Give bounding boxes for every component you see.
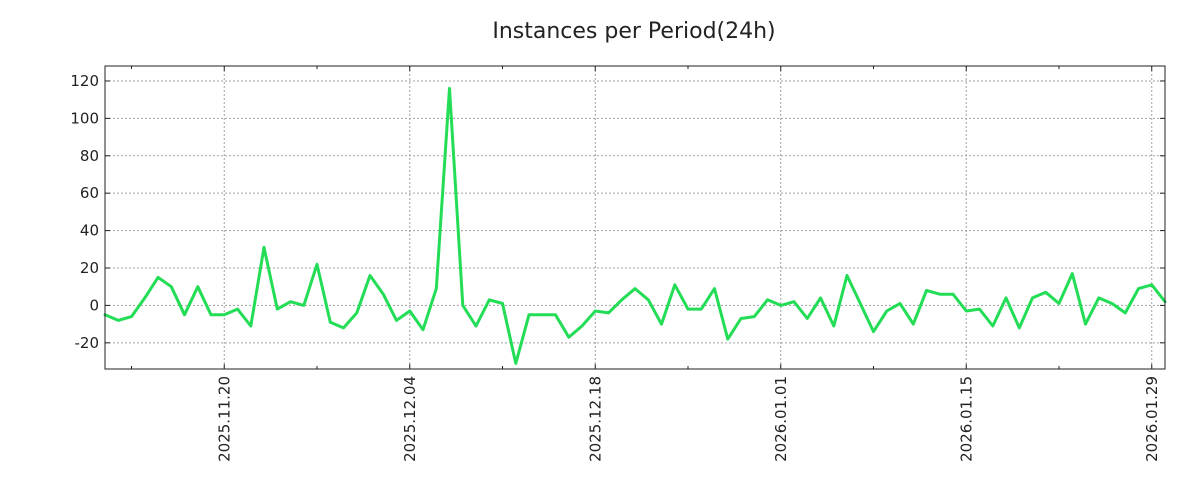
y-tick-label: 120 bbox=[70, 72, 99, 90]
x-tick-label: 2025.11.20 bbox=[215, 376, 233, 462]
y-tick-label: 100 bbox=[70, 109, 99, 127]
y-tick-label: -20 bbox=[75, 334, 100, 352]
y-tick-label: 60 bbox=[80, 184, 99, 202]
series-layer bbox=[103, 86, 1167, 365]
x-tick-label: 2026.01.15 bbox=[957, 376, 975, 462]
x-tick-label: 2026.01.29 bbox=[1143, 376, 1161, 462]
x-tick-label: 2025.12.04 bbox=[401, 376, 419, 462]
y-tick-label: 20 bbox=[80, 259, 99, 277]
plot-frame bbox=[104, 65, 1166, 370]
y-tick-label: 80 bbox=[80, 147, 99, 165]
chart-title: Instances per Period(24h) bbox=[492, 19, 775, 44]
series-line bbox=[103, 86, 1167, 365]
grid bbox=[105, 66, 1165, 369]
y-tick-label: 0 bbox=[89, 296, 99, 314]
y-tick-label: 40 bbox=[80, 222, 99, 240]
axis-ticks: -20 0 20 40 60 80 100 120 2025.11.20 2025.12.04 20… bbox=[70, 66, 1165, 462]
x-tick-label: 2026.01.01 bbox=[772, 376, 790, 462]
x-tick-label: 2025.12.18 bbox=[586, 376, 604, 462]
